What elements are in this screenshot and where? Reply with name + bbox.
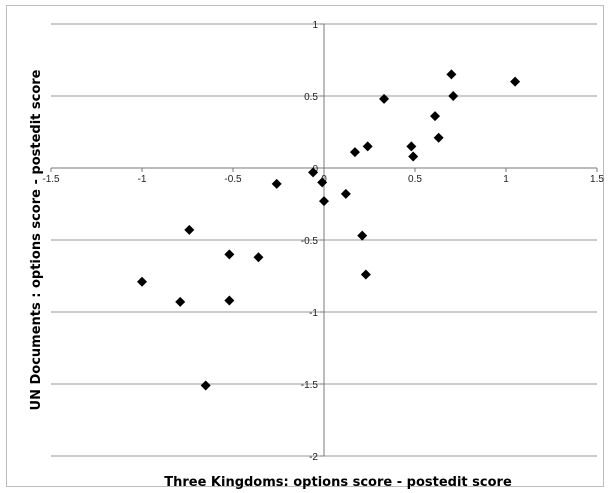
data-point	[349, 147, 360, 158]
y-tick-label: -1	[309, 308, 318, 319]
data-point	[200, 380, 211, 391]
x-tick-label: -0.5	[224, 174, 242, 185]
x-tick-label: -1.5	[42, 174, 60, 185]
data-point	[137, 276, 147, 287]
y-tick-label: 1	[312, 20, 318, 31]
axes	[50, 23, 598, 457]
y-tick-label: -2	[309, 452, 318, 463]
data-point	[379, 93, 390, 104]
y-tick-labels: 1 0.5 0 -0.5 -1 -1.5 -2	[301, 20, 319, 463]
data-point	[175, 296, 186, 307]
x-tick-label: 1.5	[590, 174, 604, 185]
data-point	[340, 188, 351, 199]
data-point	[406, 141, 417, 152]
data-point	[308, 167, 319, 178]
data-point	[224, 249, 235, 260]
data-point	[430, 111, 441, 122]
data-point	[357, 230, 368, 241]
data-point	[446, 69, 457, 80]
data-point	[224, 295, 235, 306]
data-point	[319, 196, 329, 207]
data-points	[137, 69, 521, 391]
x-tick-label: 0.5	[408, 174, 422, 185]
y-axis-title: UN Documents : options score - postedit …	[29, 69, 44, 410]
x-tick-label: -1	[138, 174, 147, 185]
y-tick-label: -0.5	[301, 236, 319, 247]
data-point	[362, 141, 373, 152]
data-point	[317, 177, 328, 188]
x-tick-label: 1	[503, 174, 509, 185]
data-point	[433, 132, 444, 143]
chart-frame	[6, 5, 604, 487]
y-tick-label: -1.5	[301, 380, 319, 391]
data-point	[271, 178, 282, 189]
data-point	[253, 252, 264, 263]
x-axis-title: Three Kingdoms: options score - postedit…	[164, 475, 512, 490]
data-point	[448, 91, 459, 101]
data-point	[510, 76, 521, 87]
data-point	[408, 151, 419, 162]
y-tick-label: 0.5	[304, 92, 318, 103]
data-point	[360, 269, 371, 280]
y-tick-label: 0	[312, 164, 318, 175]
data-point	[184, 224, 195, 235]
